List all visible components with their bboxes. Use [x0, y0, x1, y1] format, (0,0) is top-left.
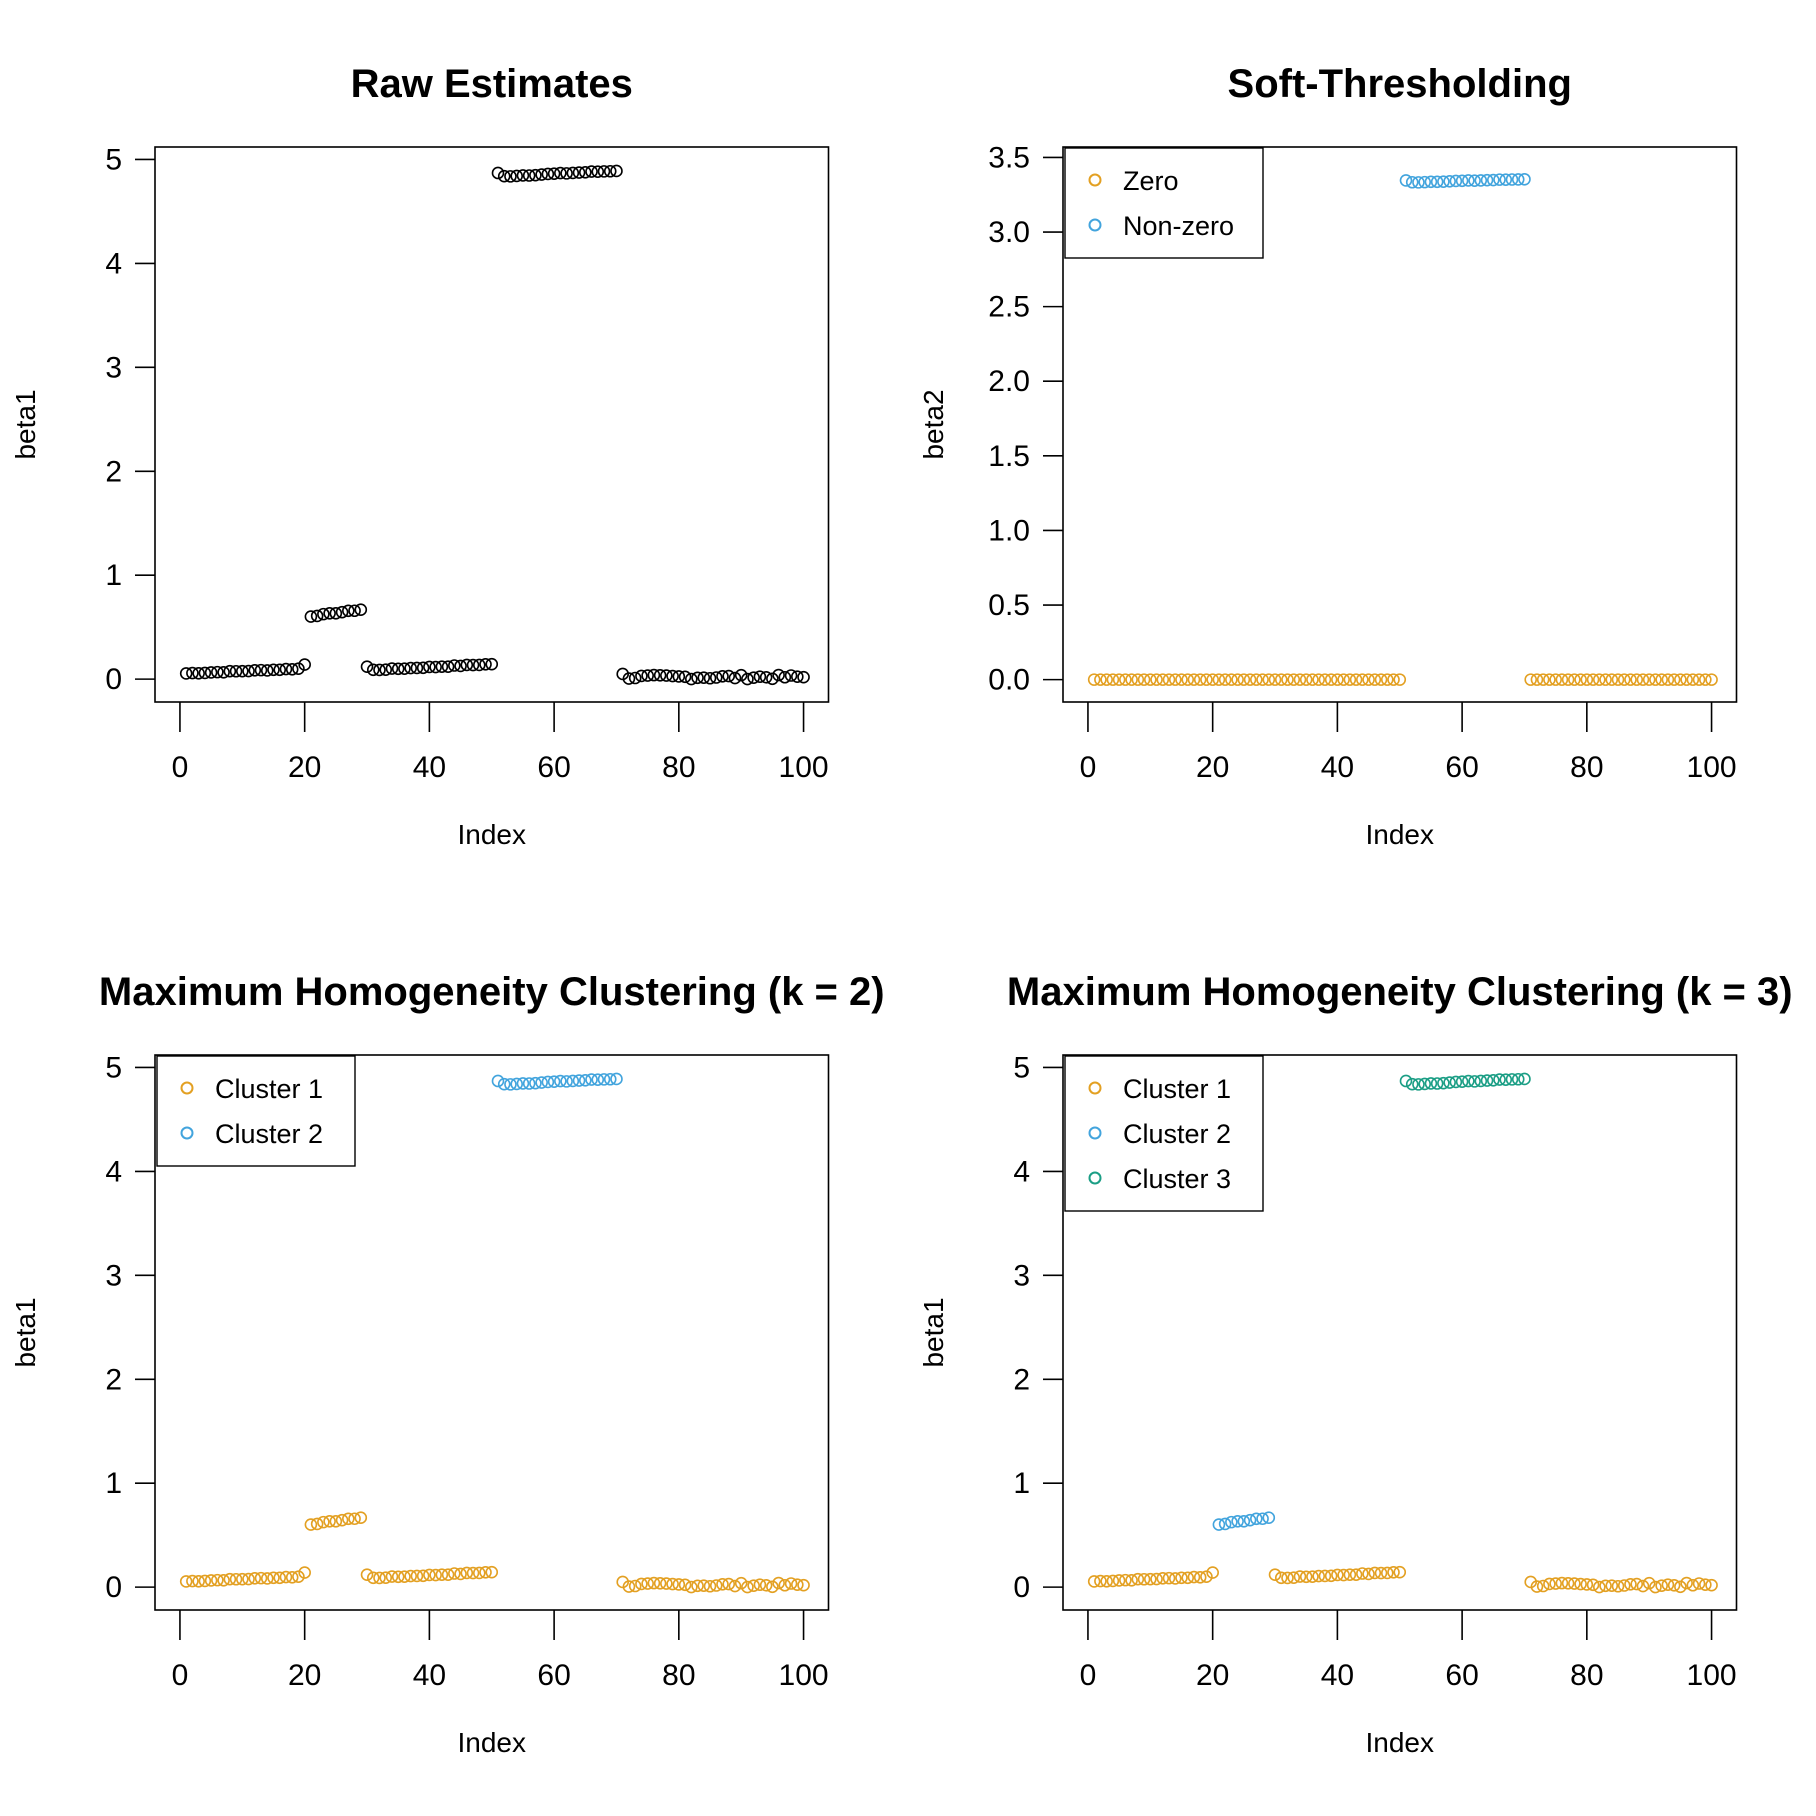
svg-text:0: 0 [172, 751, 189, 784]
svg-text:100: 100 [779, 1659, 829, 1692]
svg-text:80: 80 [662, 751, 695, 784]
svg-text:0: 0 [105, 663, 122, 696]
svg-text:60: 60 [1445, 751, 1478, 784]
svg-text:Maximum Homogeneity Clustering: Maximum Homogeneity Clustering (k = 2) [99, 970, 885, 1014]
svg-text:100: 100 [1687, 751, 1737, 784]
svg-text:1.0: 1.0 [988, 514, 1030, 547]
svg-text:20: 20 [288, 1659, 321, 1692]
svg-text:beta1: beta1 [10, 1297, 41, 1367]
svg-text:40: 40 [1321, 751, 1354, 784]
svg-text:Cluster 2: Cluster 2 [1123, 1119, 1231, 1149]
svg-text:Non-zero: Non-zero [1123, 211, 1234, 241]
svg-text:100: 100 [779, 751, 829, 784]
svg-text:5: 5 [105, 1051, 122, 1084]
svg-text:80: 80 [1570, 751, 1603, 784]
svg-text:4: 4 [105, 247, 122, 280]
svg-text:40: 40 [413, 1659, 446, 1692]
svg-text:0: 0 [105, 1571, 122, 1604]
svg-text:Index: Index [458, 1727, 527, 1758]
svg-text:beta2: beta2 [918, 389, 949, 459]
svg-text:beta1: beta1 [918, 1297, 949, 1367]
svg-text:3.0: 3.0 [988, 216, 1030, 249]
svg-text:3.5: 3.5 [988, 141, 1030, 174]
svg-text:60: 60 [537, 751, 570, 784]
svg-text:1: 1 [105, 559, 122, 592]
svg-text:Raw Estimates: Raw Estimates [351, 62, 633, 106]
svg-text:Index: Index [1366, 1727, 1435, 1758]
svg-text:2.0: 2.0 [988, 365, 1030, 398]
svg-text:Maximum Homogeneity Clustering: Maximum Homogeneity Clustering (k = 3) [1007, 970, 1793, 1014]
svg-text:3: 3 [105, 351, 122, 384]
svg-text:0: 0 [1080, 751, 1097, 784]
svg-text:Cluster 1: Cluster 1 [1123, 1074, 1231, 1104]
svg-text:Soft-Thresholding: Soft-Thresholding [1228, 62, 1572, 106]
svg-text:Cluster 3: Cluster 3 [1123, 1164, 1231, 1194]
svg-text:2: 2 [105, 455, 122, 488]
svg-text:0: 0 [1080, 1659, 1097, 1692]
svg-text:Index: Index [1366, 819, 1435, 850]
svg-text:2.5: 2.5 [988, 291, 1030, 324]
svg-text:2: 2 [105, 1363, 122, 1396]
svg-text:4: 4 [1013, 1155, 1030, 1188]
svg-text:40: 40 [413, 751, 446, 784]
svg-text:0: 0 [172, 1659, 189, 1692]
svg-text:3: 3 [105, 1259, 122, 1292]
svg-text:beta1: beta1 [10, 389, 41, 459]
svg-text:20: 20 [1196, 1659, 1229, 1692]
svg-text:1.5: 1.5 [988, 440, 1030, 473]
svg-text:Cluster 2: Cluster 2 [215, 1119, 323, 1149]
svg-text:5: 5 [1013, 1051, 1030, 1084]
svg-text:60: 60 [1445, 1659, 1478, 1692]
svg-text:80: 80 [1570, 1659, 1603, 1692]
svg-text:Index: Index [458, 819, 527, 850]
svg-text:80: 80 [662, 1659, 695, 1692]
svg-text:1: 1 [1013, 1467, 1030, 1500]
svg-text:100: 100 [1687, 1659, 1737, 1692]
svg-text:20: 20 [1196, 751, 1229, 784]
svg-text:40: 40 [1321, 1659, 1354, 1692]
svg-text:4: 4 [105, 1155, 122, 1188]
svg-text:1: 1 [105, 1467, 122, 1500]
svg-text:Zero: Zero [1123, 166, 1179, 196]
svg-text:2: 2 [1013, 1363, 1030, 1396]
svg-text:5: 5 [105, 143, 122, 176]
svg-text:0.5: 0.5 [988, 589, 1030, 622]
svg-text:20: 20 [288, 751, 321, 784]
svg-text:0: 0 [1013, 1571, 1030, 1604]
svg-text:60: 60 [537, 1659, 570, 1692]
svg-text:3: 3 [1013, 1259, 1030, 1292]
svg-text:0.0: 0.0 [988, 664, 1030, 697]
svg-text:Cluster 1: Cluster 1 [215, 1074, 323, 1104]
